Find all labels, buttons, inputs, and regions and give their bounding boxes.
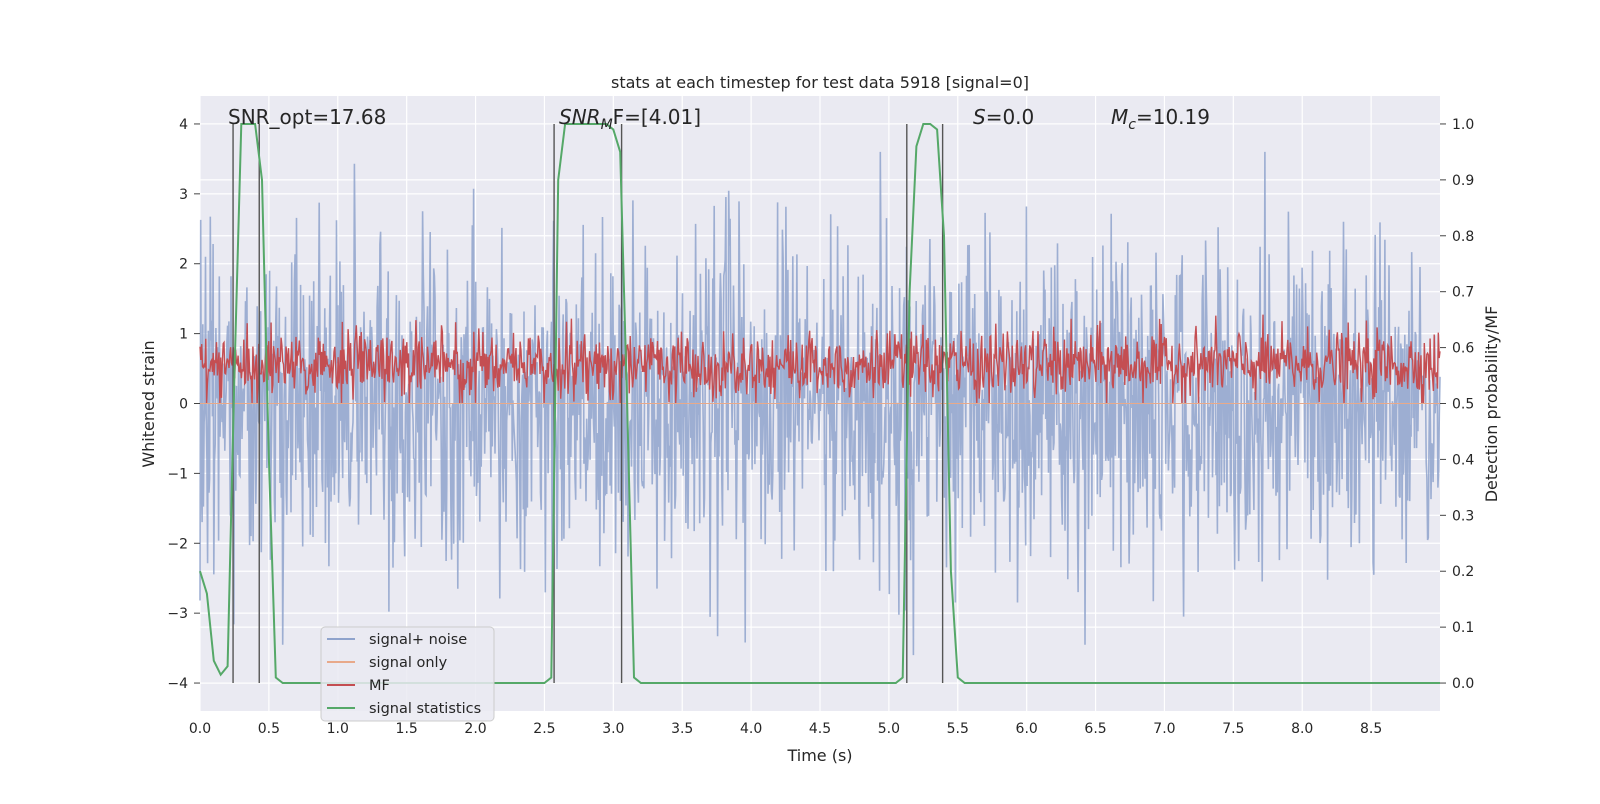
- legend-label-noise: signal+ noise: [369, 632, 467, 648]
- x-tick-labels: 0.0 0.5 1.0 1.5 2.0 2.5 3.0 3.5 4.0 4.5 5.0 5.5 6.0 6…: [189, 721, 1382, 737]
- y-right-tick-label: 1.0: [1452, 117, 1474, 133]
- legend-label-signal-only: signal only: [369, 655, 448, 671]
- x-tick-label: 2.0: [464, 721, 486, 737]
- x-tick-label: 0.5: [258, 721, 280, 737]
- signal-statistics-series: [199, 123, 1440, 684]
- mf-series: [199, 314, 1441, 404]
- y-left-tick-labels: 4 3 2 1 0 −1 −2 −3 −4: [167, 117, 200, 692]
- y-left-tick-label: −2: [167, 536, 188, 552]
- signal-statistics-line: [199, 123, 1440, 684]
- x-tick-label: 3.5: [671, 721, 693, 737]
- y-left-tick-label: 3: [179, 187, 188, 203]
- y-left-tick-label: −1: [167, 466, 188, 482]
- x-tick-label: 3.0: [602, 721, 624, 737]
- mf-line: [199, 314, 1441, 404]
- y-left-tick-label: 4: [179, 117, 188, 133]
- x-tick-label: 5.5: [947, 721, 969, 737]
- x-tick-label: 0.0: [189, 721, 211, 737]
- x-tick-label: 7.5: [1222, 721, 1244, 737]
- x-tick-label: 6.0: [1016, 721, 1038, 737]
- y-right-tick-label: 0.4: [1452, 452, 1474, 468]
- x-tick-label: 7.0: [1153, 721, 1175, 737]
- chart-title: stats at each timestep for test data 591…: [611, 73, 1029, 92]
- y-left-tick-label: 2: [179, 257, 188, 273]
- y-right-tick-label: 0.6: [1452, 341, 1474, 357]
- x-tick-label: 8.0: [1291, 721, 1313, 737]
- x-axis-label: Time (s): [786, 746, 852, 765]
- x-tick-label: 4.0: [740, 721, 762, 737]
- y-left-tick-label: 1: [179, 327, 188, 343]
- y-axis-label-right: Detection probability/MF: [1482, 306, 1501, 503]
- y-right-tick-label: 0.5: [1452, 397, 1474, 413]
- y-right-tick-labels: 1.0 0.9 0.8 0.7 0.6 0.5 0.4 0.3 0.2 0.1 0.0: [1440, 117, 1474, 692]
- x-tick-label: 4.5: [809, 721, 831, 737]
- mc-annotation: Mc=10.19: [1111, 105, 1210, 133]
- y-left-tick-label: −3: [167, 606, 188, 622]
- legend-box: [320, 626, 495, 722]
- y-right-tick-label: 0.9: [1452, 173, 1474, 189]
- y-left-tick-label: −4: [167, 676, 188, 692]
- y-right-tick-label: 0.0: [1452, 676, 1474, 692]
- y-right-tick-label: 0.1: [1452, 620, 1474, 636]
- x-tick-label: 1.5: [396, 721, 418, 737]
- legend: signal+ noise signal only MF signal stat…: [320, 626, 495, 722]
- x-tick-label: 5.0: [878, 721, 900, 737]
- signal-noise-line: [199, 151, 1441, 656]
- x-tick-label: 8.5: [1360, 721, 1382, 737]
- legend-label-stats: signal statistics: [369, 701, 481, 717]
- y-left-tick-label: 0: [179, 397, 188, 413]
- s-annotation: S=0.0: [973, 105, 1034, 129]
- y-right-tick-label: 0.2: [1452, 564, 1474, 580]
- snr-opt-annotation: SNR_opt=17.68: [228, 105, 386, 129]
- snr-mf-annotation: SNRMF=[4.01]: [559, 105, 701, 133]
- x-tick-label: 6.5: [1084, 721, 1106, 737]
- x-tick-label: 1.0: [327, 721, 349, 737]
- noise-series: [199, 151, 1441, 656]
- y-axis-label-left: Whitened strain: [139, 340, 158, 467]
- x-tick-label: 2.5: [533, 721, 555, 737]
- y-right-tick-label: 0.7: [1452, 285, 1474, 301]
- legend-label-mf: MF: [369, 678, 390, 694]
- y-right-tick-label: 0.8: [1452, 229, 1474, 245]
- y-right-tick-label: 0.3: [1452, 508, 1474, 524]
